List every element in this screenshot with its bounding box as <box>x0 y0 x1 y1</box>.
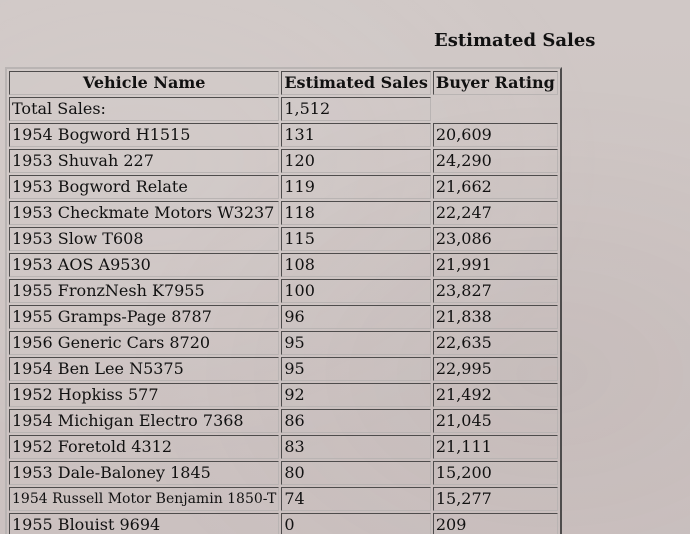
buyer-rating-cell: 20,609 <box>432 123 558 147</box>
vehicle-name-cell: 1955 Gramps-Page 8787 <box>9 305 280 329</box>
header-buyer-rating: Buyer Rating <box>432 71 558 95</box>
vehicle-name-cell: 1953 Dale-Baloney 1845 <box>9 461 280 485</box>
table-row: 1956 Generic Cars 8720 95 22,635 <box>9 331 558 355</box>
estimated-sales-cell: 80 <box>281 461 431 485</box>
header-vehicle-name: Vehicle Name <box>9 71 280 95</box>
total-label: Total Sales: <box>9 97 280 121</box>
buyer-rating-cell: 21,045 <box>432 409 558 433</box>
table-row: 1955 Gramps-Page 8787 96 21,838 <box>9 305 558 329</box>
vehicle-name-cell: 1954 Michigan Electro 7368 <box>9 409 280 433</box>
table-row: 1953 Dale-Baloney 1845 80 15,200 <box>9 461 558 485</box>
estimated-sales-cell: 108 <box>281 253 431 277</box>
vehicle-name-cell: 1952 Foretold 4312 <box>9 435 280 459</box>
estimated-sales-cell: 118 <box>281 201 431 225</box>
buyer-rating-cell: 22,247 <box>432 201 558 225</box>
buyer-rating-cell: 23,827 <box>432 279 558 303</box>
buyer-rating-cell: 21,838 <box>432 305 558 329</box>
table-row: 1955 FronzNesh K7955 100 23,827 <box>9 279 558 303</box>
buyer-rating-cell: 23,086 <box>432 227 558 251</box>
buyer-rating-cell: 21,991 <box>432 253 558 277</box>
estimated-sales-cell: 95 <box>281 331 431 355</box>
table-row: 1953 AOS A9530 108 21,991 <box>9 253 558 277</box>
vehicle-name-cell: 1953 Bogword Relate <box>9 175 280 199</box>
estimated-sales-cell: 131 <box>281 123 431 147</box>
table-header-row: Vehicle Name Estimated Sales Buyer Ratin… <box>9 71 558 95</box>
sales-table-container: Vehicle Name Estimated Sales Buyer Ratin… <box>5 67 562 534</box>
buyer-rating-cell: 209 <box>432 513 558 534</box>
estimated-sales-cell: 100 <box>281 279 431 303</box>
vehicle-name-cell: 1955 FronzNesh K7955 <box>9 279 280 303</box>
table-row: 1953 Slow T608 115 23,086 <box>9 227 558 251</box>
buyer-rating-cell: 24,290 <box>432 149 558 173</box>
vehicle-name-cell: 1953 AOS A9530 <box>9 253 280 277</box>
estimated-sales-cell: 83 <box>281 435 431 459</box>
estimated-sales-cell: 95 <box>281 357 431 381</box>
buyer-rating-cell: 15,277 <box>432 487 558 511</box>
estimated-sales-cell: 92 <box>281 383 431 407</box>
table-row: 1954 Michigan Electro 7368 86 21,045 <box>9 409 558 433</box>
estimated-sales-cell: 96 <box>281 305 431 329</box>
vehicle-name-cell: 1953 Checkmate Motors W3237 <box>9 201 280 225</box>
table-row: 1953 Bogword Relate 119 21,662 <box>9 175 558 199</box>
vehicle-name-cell: 1955 Blouist 9694 <box>9 513 280 534</box>
table-row: 1954 Russell Motor Benjamin 1850-T 74 15… <box>9 487 558 511</box>
table-row: 1952 Foretold 4312 83 21,111 <box>9 435 558 459</box>
vehicle-name-cell: 1956 Generic Cars 8720 <box>9 331 280 355</box>
buyer-rating-cell: 15,200 <box>432 461 558 485</box>
buyer-rating-cell: 21,111 <box>432 435 558 459</box>
vehicle-name-cell: 1952 Hopkiss 577 <box>9 383 280 407</box>
buyer-rating-cell: 22,995 <box>432 357 558 381</box>
estimated-sales-cell: 120 <box>281 149 431 173</box>
estimated-sales-cell: 86 <box>281 409 431 433</box>
buyer-rating-cell: 22,635 <box>432 331 558 355</box>
estimated-sales-cell: 74 <box>281 487 431 511</box>
table-row: 1954 Ben Lee N5375 95 22,995 <box>9 357 558 381</box>
vehicle-name-cell: 1953 Slow T608 <box>9 227 280 251</box>
estimated-sales-cell: 119 <box>281 175 431 199</box>
total-value: 1,512 <box>281 97 431 121</box>
vehicle-name-cell: 1954 Russell Motor Benjamin 1850-T <box>9 487 280 511</box>
table-row: 1952 Hopkiss 577 92 21,492 <box>9 383 558 407</box>
table-row: 1954 Bogword H1515 131 20,609 <box>9 123 558 147</box>
estimated-sales-cell: 115 <box>281 227 431 251</box>
table-row: 1953 Checkmate Motors W3237 118 22,247 <box>9 201 558 225</box>
vehicle-name-cell: 1954 Ben Lee N5375 <box>9 357 280 381</box>
estimated-sales-cell: 0 <box>281 513 431 534</box>
total-empty-cell <box>433 97 558 121</box>
buyer-rating-cell: 21,662 <box>432 175 558 199</box>
page-title: Estimated Sales <box>434 30 596 51</box>
table-row: 1953 Shuvah 227 120 24,290 <box>9 149 558 173</box>
total-row: Total Sales: 1,512 <box>9 97 558 121</box>
table-row: 1955 Blouist 9694 0 209 <box>9 513 558 534</box>
vehicle-name-cell: 1954 Bogword H1515 <box>9 123 280 147</box>
buyer-rating-cell: 21,492 <box>432 383 558 407</box>
vehicle-name-cell: 1953 Shuvah 227 <box>9 149 280 173</box>
header-estimated-sales: Estimated Sales <box>281 71 431 95</box>
sales-table: Vehicle Name Estimated Sales Buyer Ratin… <box>5 67 562 534</box>
